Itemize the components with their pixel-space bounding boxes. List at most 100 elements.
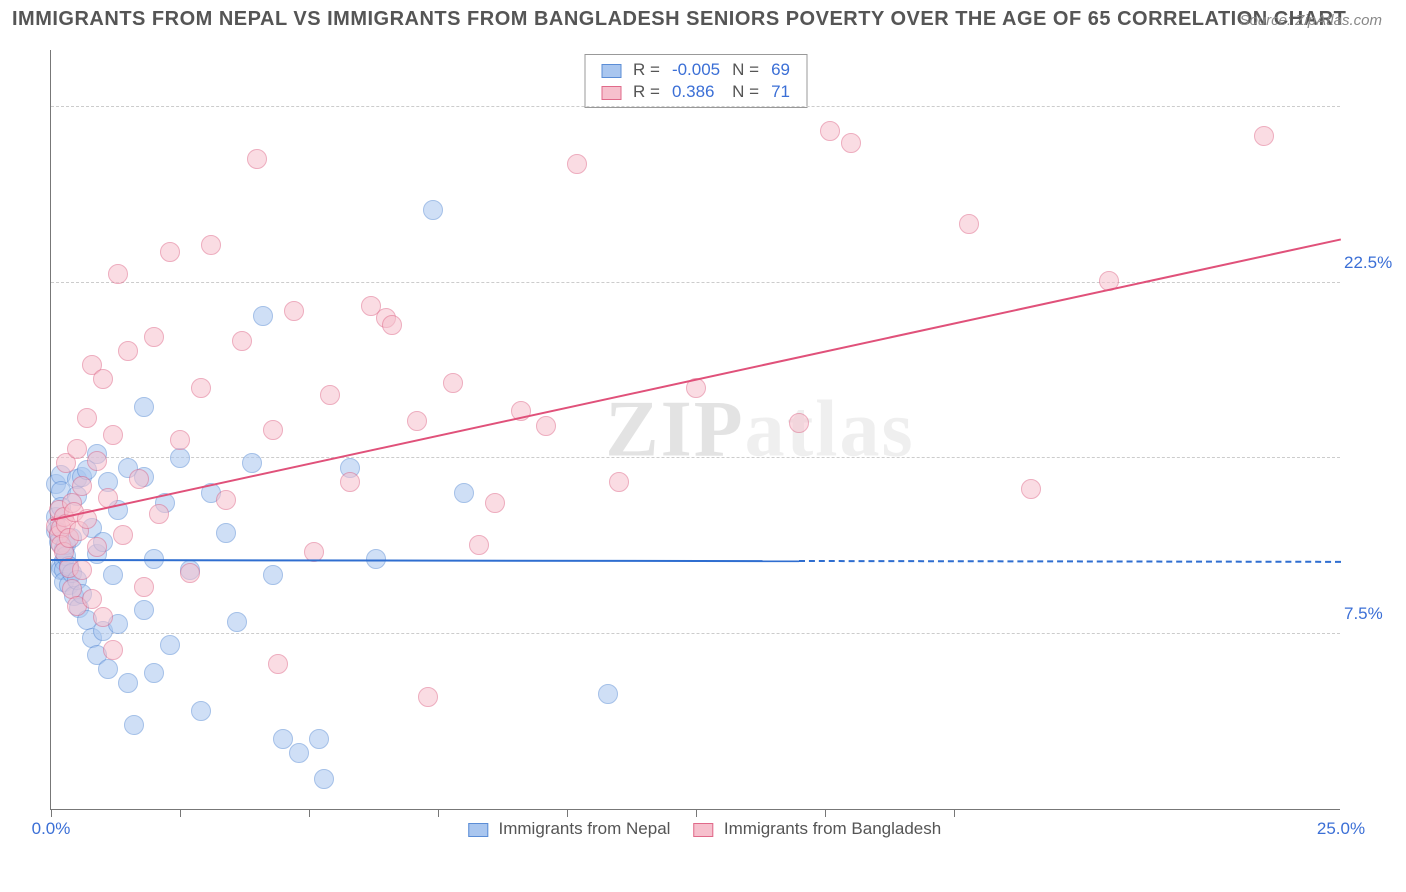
data-point: [959, 214, 979, 234]
data-point: [263, 565, 283, 585]
data-point: [170, 430, 190, 450]
series-name-bangladesh: Immigrants from Bangladesh: [724, 819, 941, 838]
x-tick: [567, 809, 568, 817]
data-point: [180, 563, 200, 583]
data-point: [253, 306, 273, 326]
data-point: [124, 715, 144, 735]
legend-row-bangladesh: R = 0.386 N = 71: [595, 81, 796, 103]
data-point: [129, 469, 149, 489]
legend-R-nepal: -0.005: [666, 59, 726, 81]
data-point: [289, 743, 309, 763]
legend-swatch-bangladesh: [693, 823, 713, 837]
series-name-nepal: Immigrants from Nepal: [499, 819, 671, 838]
data-point: [118, 341, 138, 361]
data-point: [314, 769, 334, 789]
legend-R-label: R =: [627, 81, 666, 103]
data-point: [216, 523, 236, 543]
watermark: ZIPatlas: [605, 384, 914, 475]
data-point: [134, 397, 154, 417]
data-point: [134, 600, 154, 620]
trend-line: [799, 560, 1341, 563]
y-tick-label: 7.5%: [1344, 604, 1398, 624]
data-point: [242, 453, 262, 473]
data-point: [72, 476, 92, 496]
data-point: [216, 490, 236, 510]
data-point: [144, 327, 164, 347]
data-point: [407, 411, 427, 431]
data-point: [134, 577, 154, 597]
y-tick-label: 22.5%: [1344, 253, 1398, 273]
x-tick: [180, 809, 181, 817]
correlation-legend: R = -0.005 N = 69 R = 0.386 N = 71: [584, 54, 807, 108]
data-point: [144, 663, 164, 683]
data-point: [93, 607, 113, 627]
x-tick: [825, 809, 826, 817]
data-point: [98, 659, 118, 679]
data-point: [103, 565, 123, 585]
legend-R-bangladesh: 0.386: [666, 81, 726, 103]
plot-area: ZIPatlas R = -0.005 N = 69 R = 0.386 N =…: [50, 50, 1340, 810]
legend-N-label: N =: [726, 81, 765, 103]
data-point: [247, 149, 267, 169]
data-point: [87, 537, 107, 557]
data-point: [67, 439, 87, 459]
data-point: [72, 560, 92, 580]
data-point: [598, 684, 618, 704]
series-legend: Immigrants from Nepal Immigrants from Ba…: [450, 819, 941, 839]
data-point: [320, 385, 340, 405]
data-point: [170, 448, 190, 468]
x-tick: [309, 809, 310, 817]
data-point: [309, 729, 329, 749]
data-point: [536, 416, 556, 436]
data-point: [93, 369, 113, 389]
data-point: [443, 373, 463, 393]
legend-swatch-bangladesh: [601, 86, 621, 100]
data-point: [82, 589, 102, 609]
data-point: [149, 504, 169, 524]
chart-title: IMMIGRANTS FROM NEPAL VS IMMIGRANTS FROM…: [12, 8, 1346, 31]
data-point: [340, 472, 360, 492]
data-point: [268, 654, 288, 674]
data-point: [284, 301, 304, 321]
data-point: [454, 483, 474, 503]
data-point: [103, 640, 123, 660]
x-tick: [954, 809, 955, 817]
source-label: Source: ZipAtlas.com: [1239, 12, 1382, 29]
data-point: [609, 472, 629, 492]
gridline-horizontal: [51, 633, 1340, 634]
legend-N-nepal: 69: [765, 59, 796, 81]
data-point: [423, 200, 443, 220]
data-point: [418, 687, 438, 707]
data-point: [87, 451, 107, 471]
x-tick: [696, 809, 697, 817]
x-tick: [438, 809, 439, 817]
data-point: [263, 420, 283, 440]
legend-N-bangladesh: 71: [765, 81, 796, 103]
data-point: [160, 242, 180, 262]
data-point: [113, 525, 133, 545]
data-point: [118, 673, 138, 693]
data-point: [382, 315, 402, 335]
data-point: [485, 493, 505, 513]
data-point: [103, 425, 123, 445]
legend-swatch-nepal: [468, 823, 488, 837]
x-tick-label: 0.0%: [32, 819, 71, 839]
legend-row-nepal: R = -0.005 N = 69: [595, 59, 796, 81]
data-point: [160, 635, 180, 655]
gridline-horizontal: [51, 106, 1340, 107]
data-point: [567, 154, 587, 174]
legend-R-label: R =: [627, 59, 666, 81]
legend-N-label: N =: [726, 59, 765, 81]
data-point: [232, 331, 252, 351]
data-point: [201, 235, 221, 255]
data-point: [191, 378, 211, 398]
data-point: [1254, 126, 1274, 146]
legend-swatch-nepal: [601, 64, 621, 78]
data-point: [841, 133, 861, 153]
data-point: [77, 408, 97, 428]
data-point: [191, 701, 211, 721]
chart-container: IMMIGRANTS FROM NEPAL VS IMMIGRANTS FROM…: [0, 0, 1406, 892]
data-point: [108, 264, 128, 284]
data-point: [789, 413, 809, 433]
data-point: [469, 535, 489, 555]
